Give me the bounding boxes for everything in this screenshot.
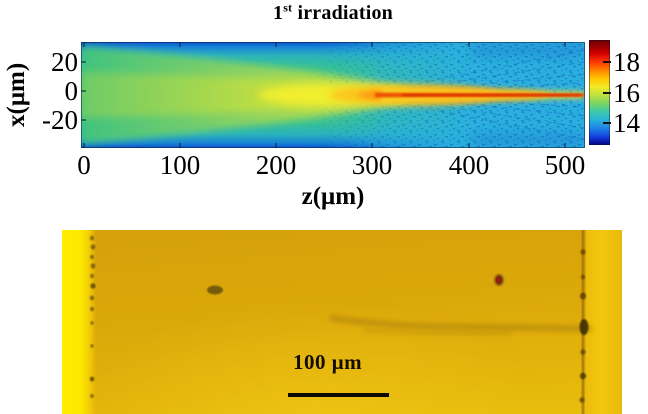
heatmap-canvas bbox=[81, 42, 585, 148]
colorbar bbox=[589, 40, 610, 145]
figure-title-number: 1 bbox=[272, 2, 284, 24]
colorbar-tick bbox=[603, 92, 611, 94]
micrograph-left-bright-edge bbox=[62, 230, 96, 414]
y-tick-label: -20 bbox=[42, 105, 78, 135]
colorbar-tick bbox=[603, 61, 611, 63]
dark-blob bbox=[207, 285, 223, 295]
colorbar-tick-label: 16 bbox=[613, 78, 640, 108]
figure-title-ordinal: st bbox=[283, 0, 293, 15]
y-tick-label: 0 bbox=[64, 76, 79, 106]
colorbar-tick bbox=[603, 122, 611, 124]
micrograph-features bbox=[89, 230, 593, 414]
x-tick-label: 400 bbox=[448, 150, 490, 180]
y-axis-label: x(μm) bbox=[3, 62, 30, 128]
micrograph-right-strip bbox=[586, 230, 622, 414]
x-axis-label: z(μm) bbox=[301, 183, 365, 210]
red-speck bbox=[495, 275, 503, 285]
figure-title: 1st irradiation bbox=[10, 0, 648, 26]
scale-bar bbox=[288, 393, 389, 397]
colorbar-tick-label: 14 bbox=[613, 108, 640, 138]
x-tick-label: 300 bbox=[351, 150, 393, 180]
x-tick-label: 500 bbox=[544, 150, 586, 180]
modification-streak bbox=[329, 314, 593, 333]
focal-filament-core bbox=[403, 93, 581, 97]
micrograph-image: 100 μm bbox=[62, 230, 622, 414]
scale-bar-label: 100 μm bbox=[293, 350, 363, 374]
right-edge-specks bbox=[579, 249, 589, 403]
figure-title-text: irradiation bbox=[292, 2, 393, 24]
left-edge-specks bbox=[89, 235, 96, 398]
x-tick-label: 0 bbox=[77, 150, 91, 180]
heatmap-plot bbox=[81, 42, 585, 148]
colorbar-tick-label: 18 bbox=[613, 47, 640, 77]
beam-center-band bbox=[81, 72, 431, 118]
x-tick-label: 200 bbox=[255, 150, 297, 180]
y-tick-label: 20 bbox=[51, 47, 78, 77]
axis-tick-marks bbox=[81, 42, 566, 148]
x-tick-label: 100 bbox=[159, 150, 201, 180]
modification-streak-secondary bbox=[361, 328, 513, 336]
